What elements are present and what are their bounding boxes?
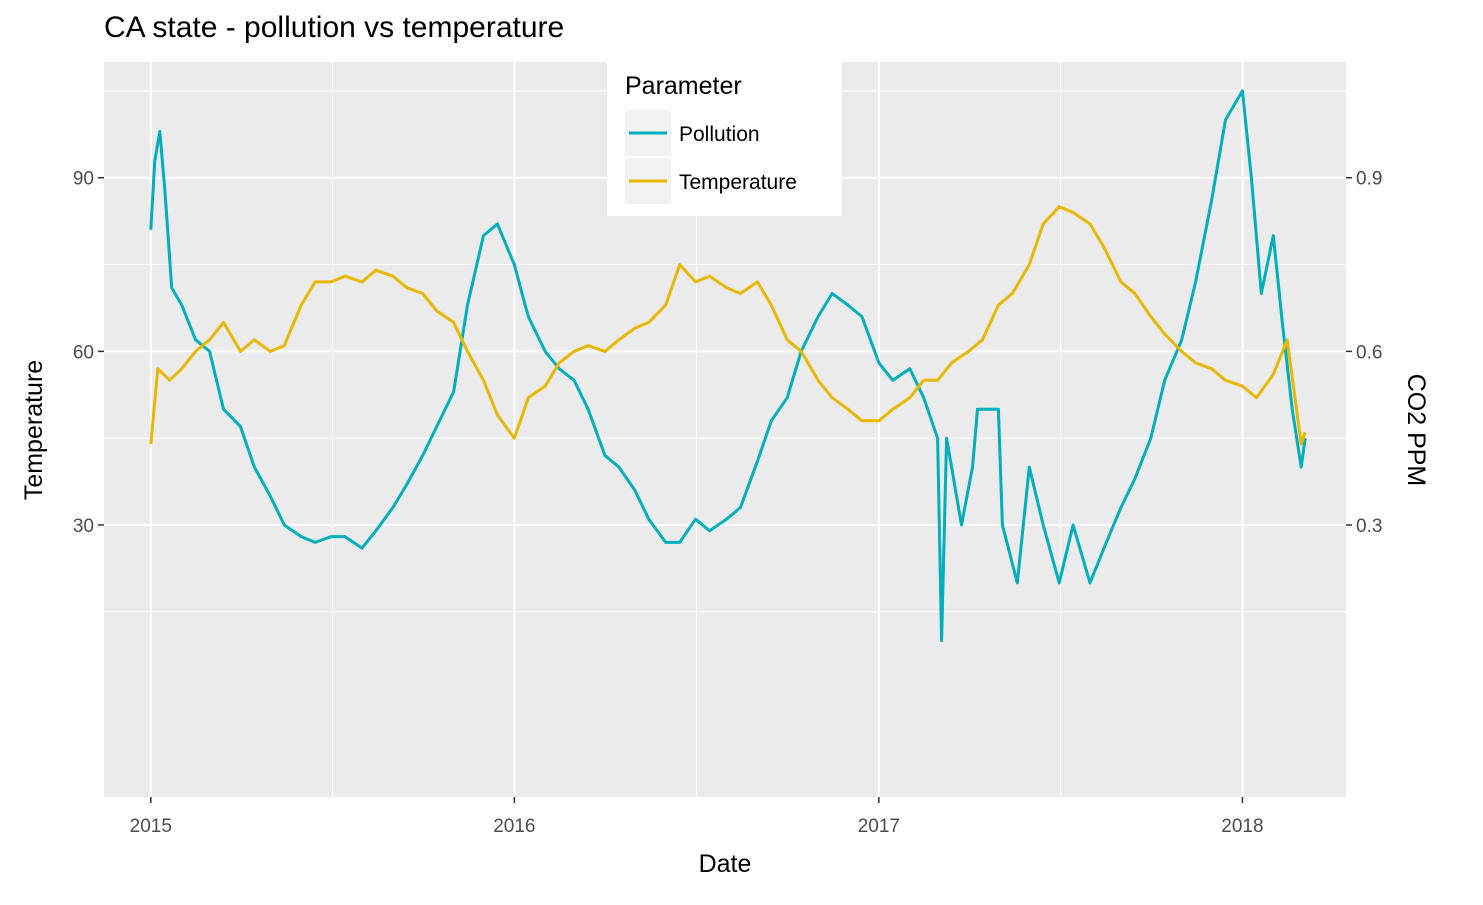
legend-title: Parameter: [625, 72, 742, 100]
series-layer: [149, 89, 1307, 643]
y-axis-left: 30 60 90: [73, 169, 104, 537]
y-tick-label: 30: [73, 516, 94, 537]
legend-label-pollution: Pollution: [679, 123, 760, 146]
chart-title: CA state - pollution vs temperature: [104, 11, 564, 44]
legend-label-temperature: Temperature: [679, 171, 797, 194]
x-tick-label: 2015: [130, 816, 172, 837]
y-axis-title: Temperature: [20, 360, 48, 500]
y2-tick-label: 0.9: [1356, 169, 1382, 190]
series-line-temperature: [149, 205, 1307, 446]
x-tick-label: 2016: [493, 816, 535, 837]
x-tick-label: 2018: [1221, 816, 1263, 837]
y2-tick-label: 0.6: [1356, 342, 1382, 363]
y-tick-label: 60: [73, 342, 94, 363]
x-axis: 2015 2016 2017 2018: [130, 797, 1264, 837]
y-tick-label: 90: [73, 169, 94, 190]
y2-axis-title: CO2 PPM: [1402, 374, 1430, 487]
y-axis-right: 0.3 0.6 0.9: [1346, 169, 1382, 537]
y2-tick-label: 0.3: [1356, 516, 1382, 537]
legend: Parameter Pollution Temperature: [607, 62, 842, 216]
series-line-pollution: [149, 89, 1307, 643]
x-axis-title: Date: [699, 850, 752, 878]
x-tick-label: 2017: [858, 816, 900, 837]
